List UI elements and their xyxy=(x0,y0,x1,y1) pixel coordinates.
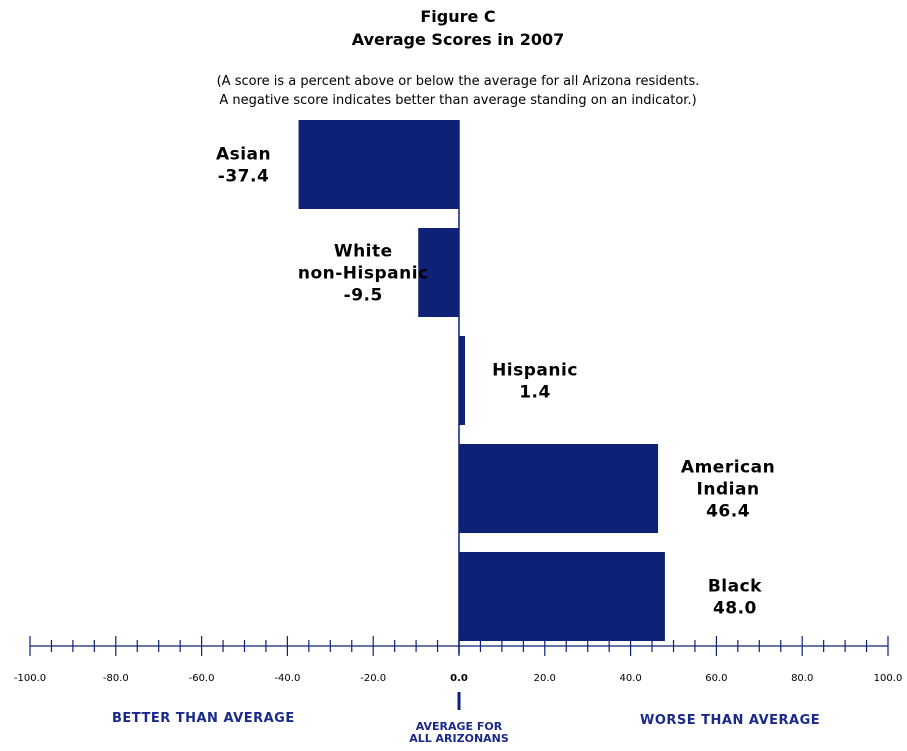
bar-label-black: Black 48.0 xyxy=(708,577,762,619)
bar-category-label: American xyxy=(681,458,775,478)
bar-category-label: Hispanic xyxy=(492,361,578,381)
average-for-all-arizonans-label: AVERAGE FOR ALL ARIZONANS xyxy=(389,721,529,745)
bar-value-label: 46.4 xyxy=(706,502,750,522)
bar-value-label: -37.4 xyxy=(218,167,270,187)
bar-label-hispanic: Hispanic 1.4 xyxy=(492,361,578,403)
bar-label-asian: Asian -37.4 xyxy=(216,145,271,187)
bar-label-american-indian: American Indian 46.4 xyxy=(681,458,775,522)
x-tick-label: -100.0 xyxy=(14,673,46,684)
chart-note-line-1: (A score is a percent above or below the… xyxy=(216,74,700,89)
better-than-average-label: BETTER THAN AVERAGE xyxy=(112,711,295,726)
x-tick-label: 0.0 xyxy=(450,673,468,684)
bar-value-label: -9.5 xyxy=(344,286,383,306)
bar-american-indian xyxy=(459,444,659,533)
x-tick-label: 100.0 xyxy=(874,673,903,684)
chart-note-line-2: A negative score indicates better than a… xyxy=(219,93,697,108)
x-tick-label: 60.0 xyxy=(705,673,727,684)
bar-category-label: non-Hispanic xyxy=(298,264,429,284)
bar-category-label: Indian xyxy=(697,480,760,500)
x-tick-label: -60.0 xyxy=(189,673,215,684)
x-tick-label: 20.0 xyxy=(534,673,556,684)
x-tick-label: -40.0 xyxy=(274,673,300,684)
bar-category-label: White xyxy=(334,242,393,262)
avg-label-line-1: AVERAGE FOR xyxy=(415,720,503,733)
x-tick-label: -80.0 xyxy=(103,673,129,684)
bar-hispanic xyxy=(459,336,466,425)
figure-label: Figure C xyxy=(420,7,496,26)
bar-black xyxy=(459,552,665,641)
bar-value-label: 1.4 xyxy=(519,383,551,403)
x-tick-label: 40.0 xyxy=(619,673,641,684)
x-tick-label: -20.0 xyxy=(360,673,386,684)
bar-white-non-hispanic xyxy=(418,228,459,317)
bar-category-label: Black xyxy=(708,577,762,597)
x-tick-label: 80.0 xyxy=(791,673,813,684)
worse-than-average-label: WORSE THAN AVERAGE xyxy=(640,713,821,728)
bar-asian xyxy=(298,120,459,209)
chart-title: Average Scores in 2007 xyxy=(351,30,565,49)
average-marker xyxy=(457,692,461,710)
bar-value-label: 48.0 xyxy=(713,599,757,619)
bar-category-label: Asian xyxy=(216,145,271,165)
avg-label-line-2: ALL ARIZONANS xyxy=(409,732,509,745)
bar-label-white-non-hispanic: White non-Hispanic -9.5 xyxy=(298,242,429,306)
